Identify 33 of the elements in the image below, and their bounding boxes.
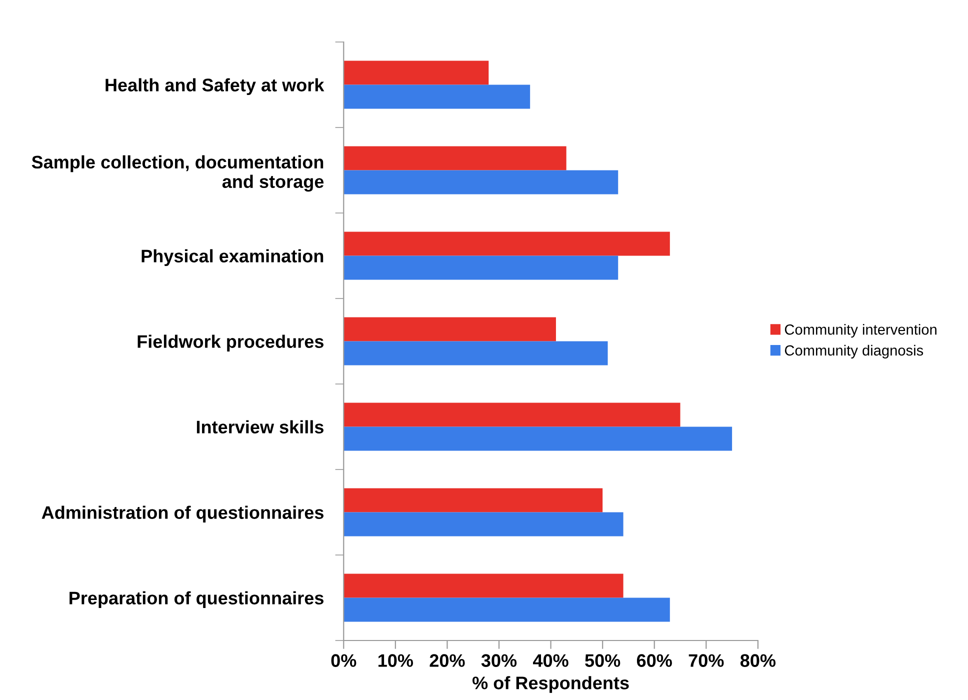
bar (344, 488, 603, 512)
x-axis-title: % of Respondents (472, 676, 629, 693)
bar (344, 402, 680, 427)
y-tick-label: Fieldwork procedures (138, 334, 324, 352)
y-tick-label: Sample collection, documentation and storage (32, 155, 324, 192)
x-tick-label: 50% (585, 654, 620, 667)
bar (344, 598, 670, 622)
x-tick-label: 30% (481, 654, 517, 667)
bar (344, 60, 489, 85)
bar (344, 232, 670, 256)
y-tick-label: Preparation of questionnaires (70, 591, 324, 608)
y-tick-label: Physical examination (142, 249, 324, 266)
legend-label: Community intervention (784, 324, 936, 338)
bar (344, 426, 732, 451)
x-tick-label: 0% (331, 654, 356, 667)
x-tick-label: 10% (378, 654, 414, 667)
legend-label: Community diagnosis (784, 344, 924, 358)
bar (344, 317, 556, 342)
y-tick-label: Interview skills (196, 420, 324, 434)
x-tick-label: 40% (532, 654, 568, 667)
x-tick-label: 60% (636, 654, 672, 667)
bar (344, 84, 530, 109)
x-tick-label: 70% (688, 654, 724, 667)
x-tick-label: 20% (430, 654, 465, 667)
bar (344, 512, 624, 536)
bar (344, 574, 624, 598)
x-tick-label: 80% (740, 654, 776, 667)
bar (344, 256, 618, 280)
y-tick-label: Administration of questionnaires (42, 506, 324, 523)
bar (344, 146, 566, 170)
y-tick-label: Health and Safety at work (106, 78, 324, 96)
bar (344, 341, 608, 366)
bar (344, 170, 618, 194)
